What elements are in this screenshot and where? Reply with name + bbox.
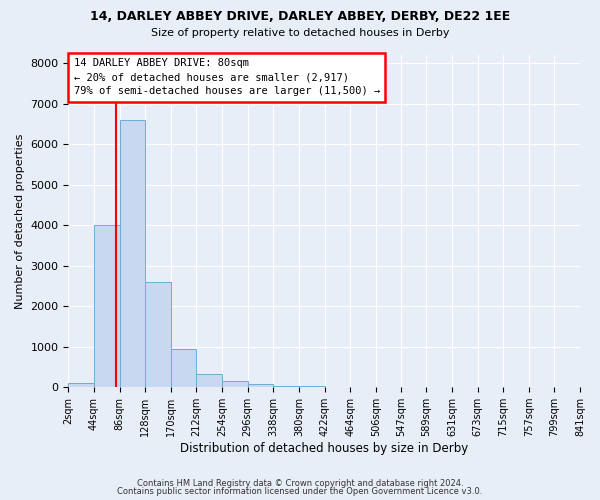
Text: Contains public sector information licensed under the Open Government Licence v3: Contains public sector information licen…	[118, 487, 482, 496]
Bar	[94, 225, 119, 387]
Bar	[273, 386, 299, 387]
Bar	[299, 386, 325, 387]
Text: 14, DARLEY ABBEY DRIVE, DARLEY ABBEY, DERBY, DE22 1EE: 14, DARLEY ABBEY DRIVE, DARLEY ABBEY, DE…	[90, 10, 510, 23]
Bar	[248, 384, 273, 387]
Bar	[222, 381, 248, 387]
Bar	[325, 386, 350, 387]
Text: Contains HM Land Registry data © Crown copyright and database right 2024.: Contains HM Land Registry data © Crown c…	[137, 478, 463, 488]
Bar	[119, 120, 145, 387]
Bar	[196, 374, 222, 387]
Bar	[68, 383, 94, 387]
Bar	[171, 348, 196, 387]
Text: Size of property relative to detached houses in Derby: Size of property relative to detached ho…	[151, 28, 449, 38]
Y-axis label: Number of detached properties: Number of detached properties	[15, 134, 25, 309]
Bar	[145, 282, 171, 387]
X-axis label: Distribution of detached houses by size in Derby: Distribution of detached houses by size …	[180, 442, 469, 455]
Text: 14 DARLEY ABBEY DRIVE: 80sqm
← 20% of detached houses are smaller (2,917)
79% of: 14 DARLEY ABBEY DRIVE: 80sqm ← 20% of de…	[74, 58, 380, 96]
